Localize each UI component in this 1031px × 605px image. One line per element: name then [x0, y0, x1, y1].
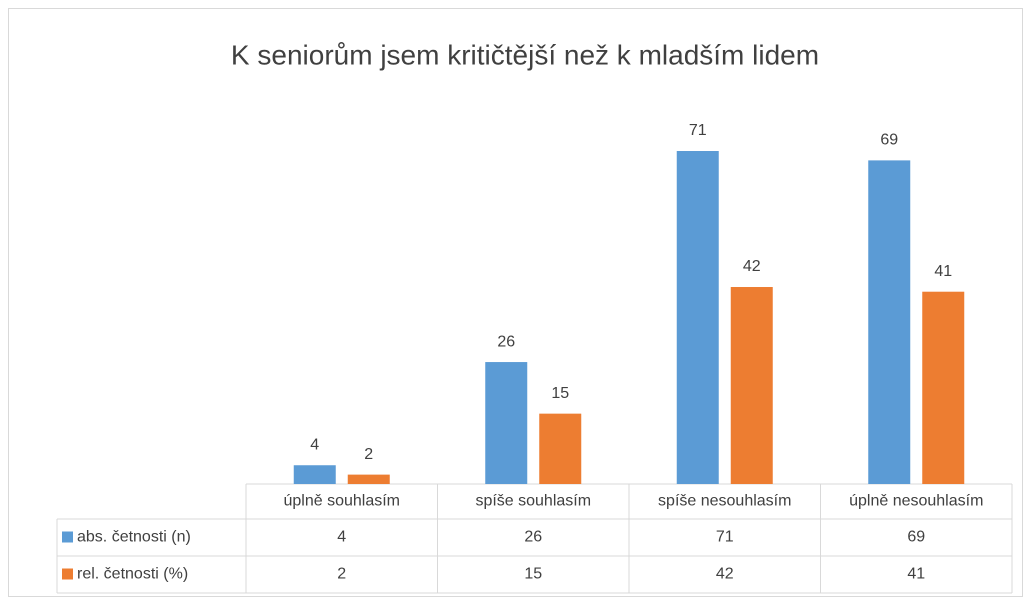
- table-cell: 42: [716, 566, 734, 583]
- data-label: 4: [310, 436, 319, 453]
- chart-title: K seniorům jsem kritičtější než k mladší…: [231, 39, 819, 70]
- bar: [539, 413, 582, 484]
- x-tick-label: spíše souhlasím: [475, 493, 591, 510]
- x-tick-label: úplně nesouhlasím: [849, 493, 983, 510]
- data-label: 71: [689, 122, 707, 139]
- legend-label: rel. četnosti (%): [77, 566, 188, 583]
- x-tick-label: úplně souhlasím: [283, 493, 400, 510]
- table-cell: 4: [337, 529, 346, 546]
- data-label: 69: [880, 132, 898, 149]
- bar: [347, 474, 390, 484]
- legend-key: [62, 568, 73, 580]
- table-cell: 15: [524, 566, 542, 583]
- bar: [485, 362, 528, 484]
- bar: [868, 160, 911, 484]
- bar: [922, 291, 965, 484]
- legend-key: [62, 531, 73, 543]
- data-label: 2: [364, 446, 373, 463]
- bar: [293, 465, 336, 484]
- data-label: 15: [551, 385, 569, 402]
- table-cell: 69: [907, 529, 925, 546]
- table-cell: 2: [337, 566, 346, 583]
- legend-label: abs. četnosti (n): [77, 529, 191, 546]
- data-label: 42: [743, 258, 761, 275]
- chart-border: [8, 8, 1023, 597]
- table-cell: 26: [524, 529, 542, 546]
- bar: [730, 287, 773, 484]
- data-label: 41: [934, 263, 952, 280]
- table-cell: 41: [907, 566, 925, 583]
- x-tick-label: spíše nesouhlasím: [658, 493, 791, 510]
- table-cell: 71: [716, 529, 734, 546]
- bar: [676, 151, 719, 484]
- data-label: 26: [497, 333, 515, 350]
